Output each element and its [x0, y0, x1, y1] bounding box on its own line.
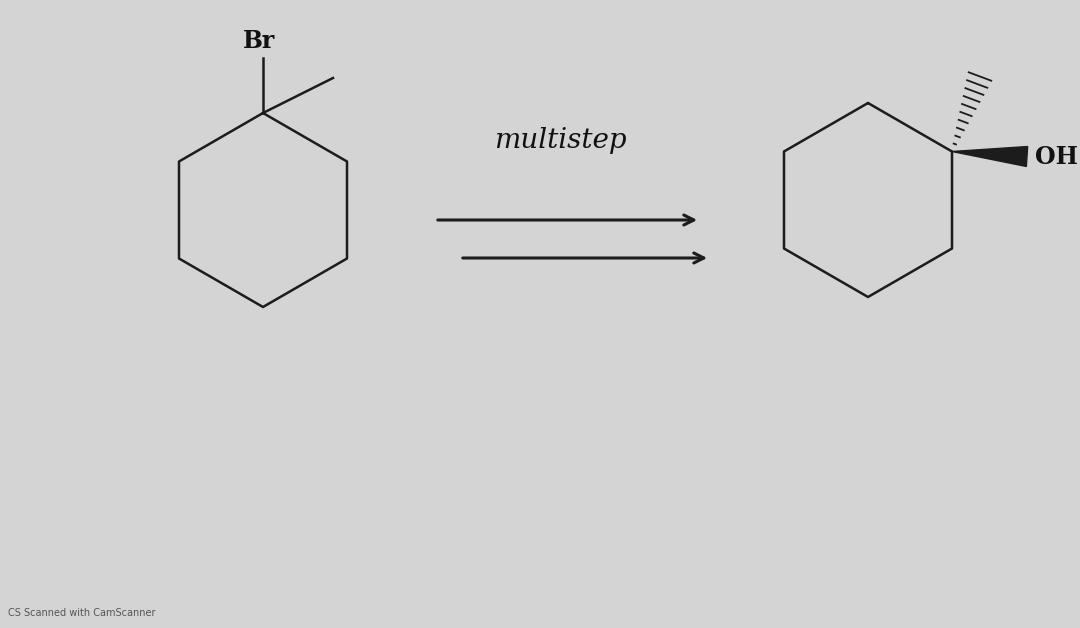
Text: OH: OH [1035, 144, 1078, 168]
Text: multistep: multistep [494, 126, 626, 153]
Text: Br: Br [243, 29, 275, 53]
Polygon shape [951, 146, 1028, 166]
Text: CS Scanned with CamScanner: CS Scanned with CamScanner [8, 608, 156, 618]
